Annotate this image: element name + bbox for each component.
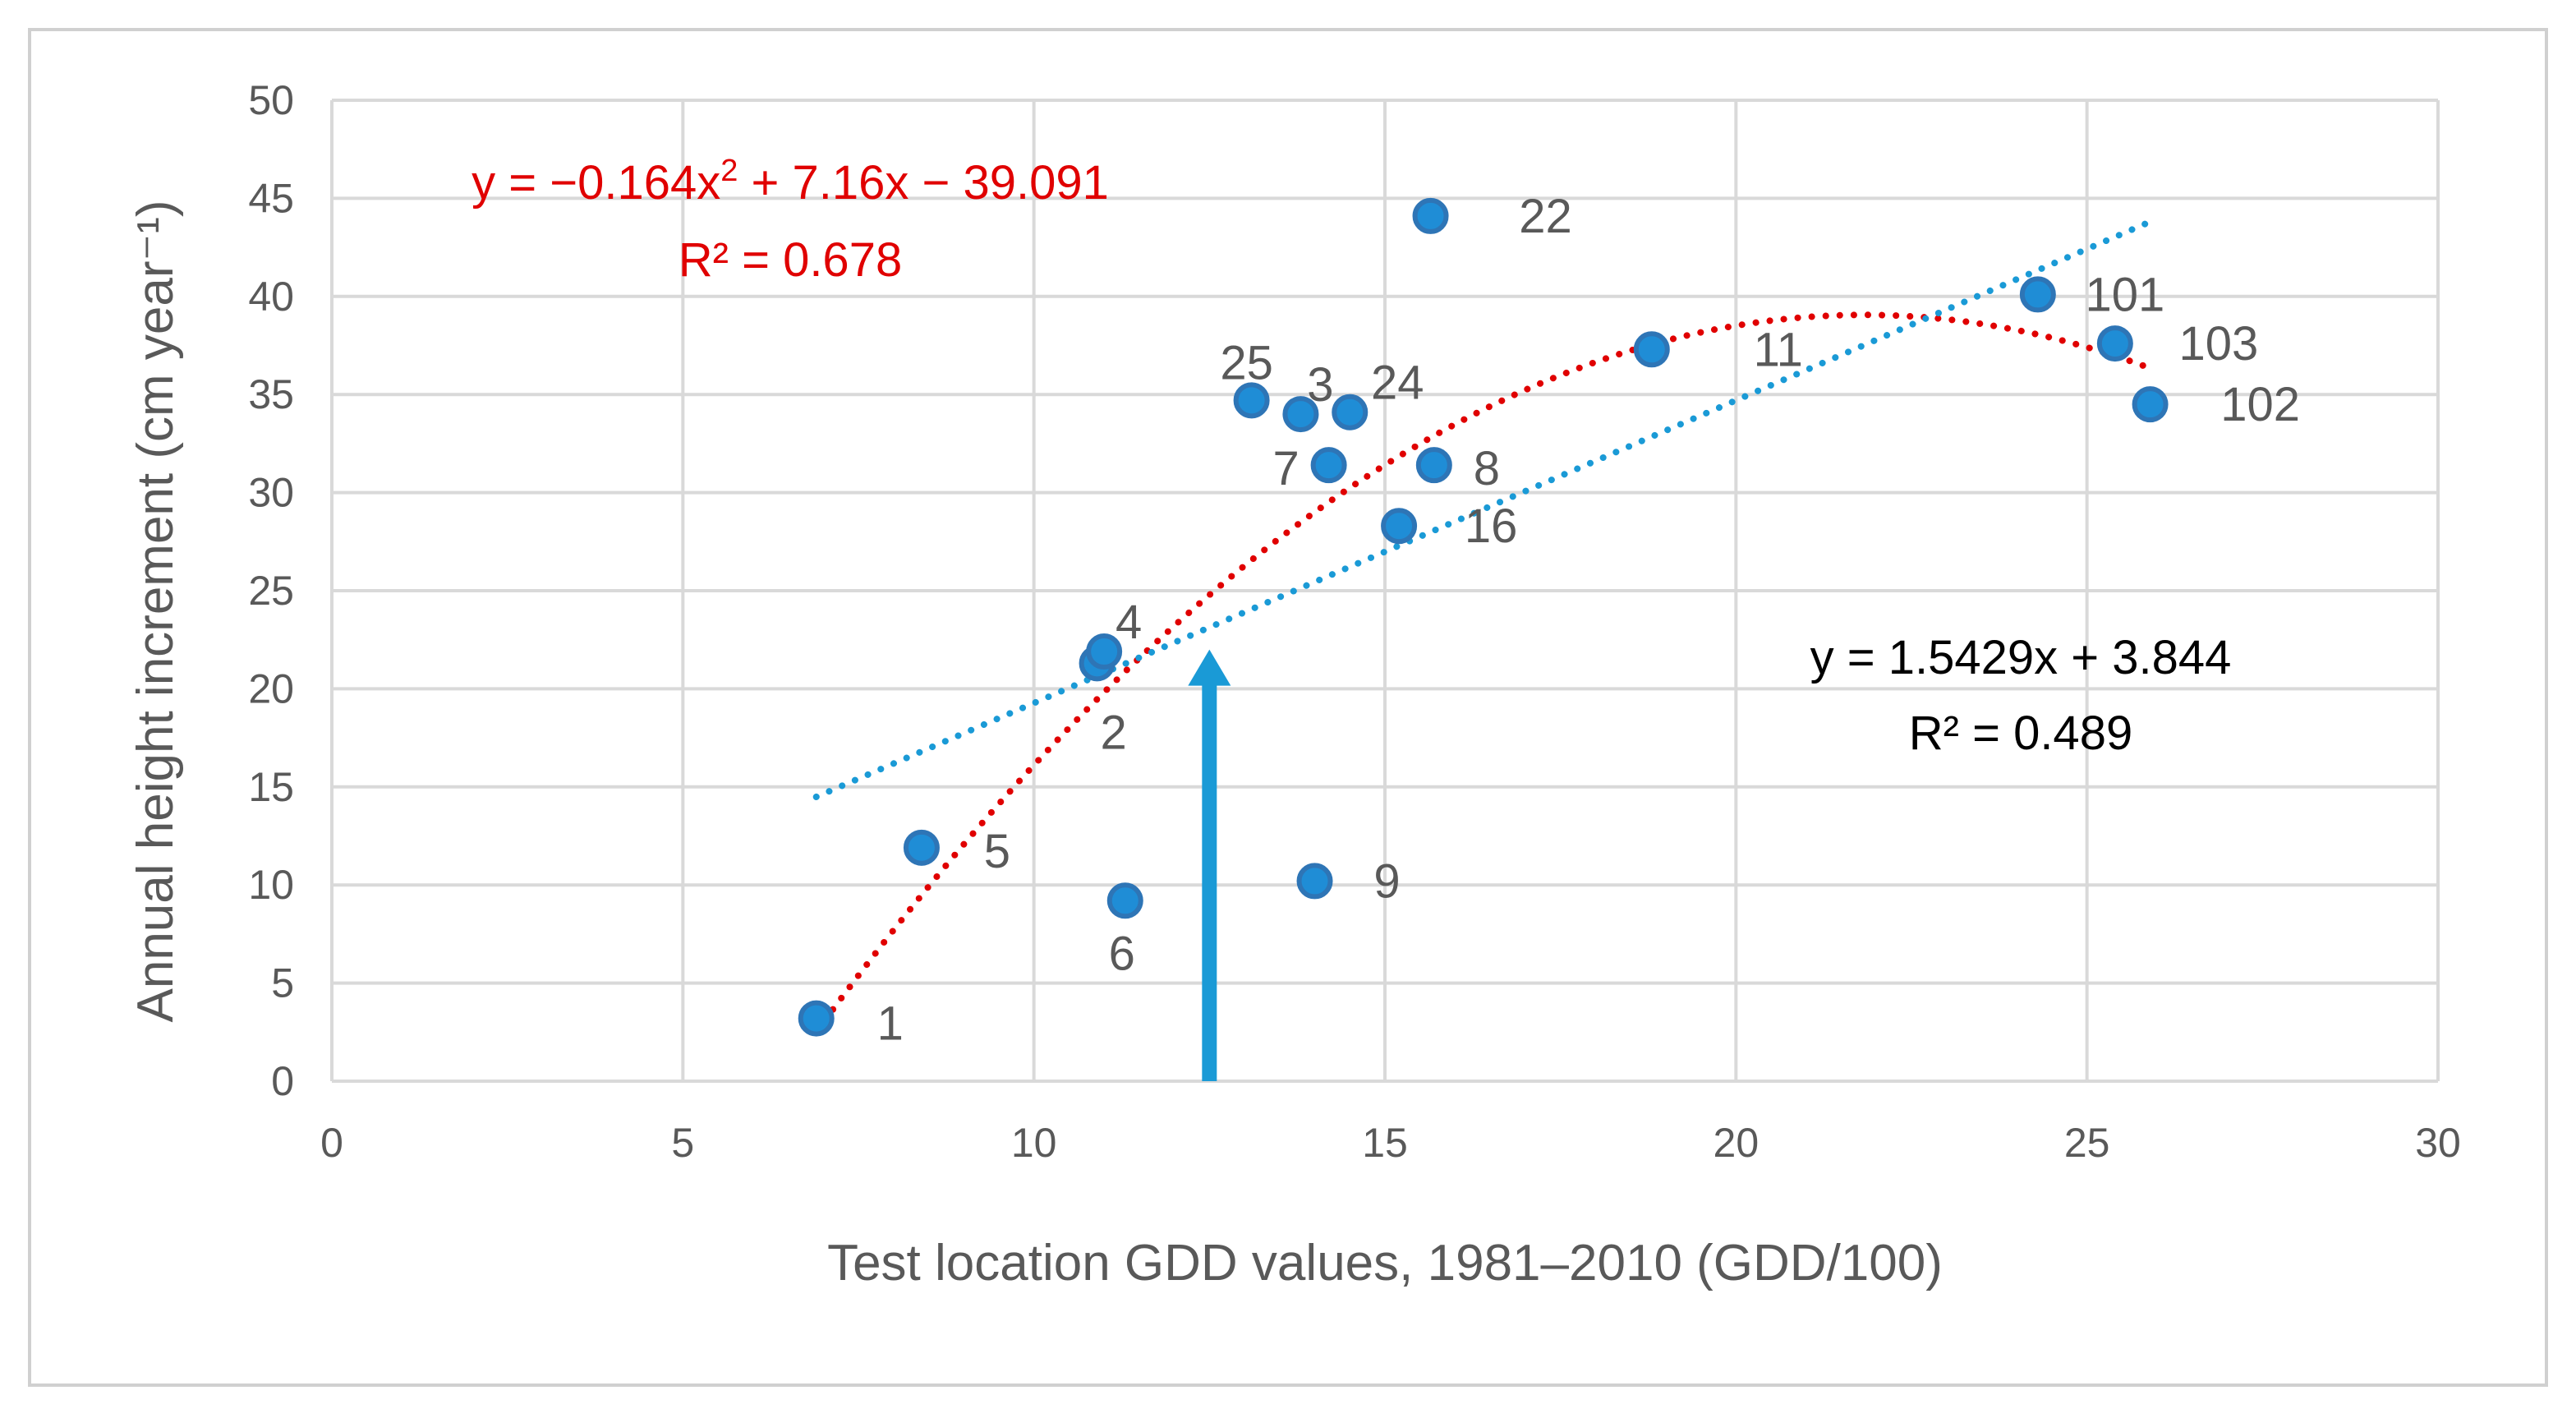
- point-label: 5: [984, 825, 1010, 878]
- data-point: [1310, 447, 1347, 484]
- quadratic-trendline: [812, 311, 2154, 1036]
- point-label: 25: [1220, 336, 1273, 389]
- data-point: [2096, 325, 2133, 362]
- y-tick-label: 30: [248, 470, 294, 516]
- point-label: 2: [1100, 706, 1126, 759]
- data-point: [2132, 386, 2169, 423]
- data-point: [1296, 863, 1333, 900]
- linear-trendline: [812, 218, 2154, 800]
- x-tick-label: 0: [320, 1120, 343, 1166]
- chart-frame: [28, 28, 2548, 1387]
- point-label: 22: [1519, 190, 1572, 243]
- point-label: 1: [877, 997, 904, 1051]
- marker-arrow: [1188, 649, 1231, 1081]
- x-tick-label: 20: [1714, 1120, 1760, 1166]
- point-label: 24: [1371, 357, 1424, 410]
- y-tick-label: 35: [248, 371, 294, 417]
- y-tick-label: 20: [248, 665, 294, 711]
- data-point: [798, 1000, 835, 1037]
- y-tick-label: 25: [248, 568, 294, 614]
- data-point: [1415, 447, 1452, 484]
- point-label: 8: [1474, 442, 1500, 495]
- data-point: [1332, 394, 1368, 430]
- x-axis-title: Test location GDD values, 1981–2010 (GDD…: [827, 1235, 1943, 1291]
- marker-arrow-head: [1188, 649, 1231, 686]
- point-label: 7: [1272, 442, 1299, 495]
- data-point: [1233, 382, 1270, 419]
- data-point: [1086, 633, 1123, 670]
- point-label: 4: [1116, 596, 1142, 649]
- data-points: [798, 197, 2169, 1037]
- data-point: [2019, 276, 2056, 313]
- x-tick-label: 15: [1362, 1120, 1408, 1166]
- y-tick-label: 50: [248, 77, 294, 123]
- point-label: 16: [1465, 500, 1518, 553]
- y-tick-label: 40: [248, 274, 294, 320]
- point-label: 9: [1373, 854, 1400, 908]
- quadratic-r2: R² = 0.678: [678, 233, 902, 287]
- trendlines: [812, 218, 2154, 1036]
- grid: [330, 99, 2440, 1083]
- point-label: 11: [1754, 323, 1803, 376]
- point-label: 101: [2085, 268, 2164, 321]
- x-tick-label: 5: [671, 1120, 694, 1166]
- point-label: 6: [1109, 927, 1135, 980]
- data-point: [1106, 882, 1143, 919]
- y-tick-label: 0: [271, 1058, 294, 1104]
- y-tick-label: 10: [248, 862, 294, 908]
- data-point: [903, 829, 940, 866]
- y-tick-label: 45: [248, 175, 294, 221]
- y-tick-label: 15: [248, 764, 294, 810]
- data-point: [1282, 396, 1319, 433]
- point-label: 102: [2220, 378, 2300, 431]
- x-tick-label: 30: [2415, 1120, 2461, 1166]
- linear-equation: y = 1.5429x + 3.844: [1810, 631, 2232, 684]
- y-tick-label: 5: [271, 960, 294, 1006]
- data-point: [1381, 508, 1418, 545]
- y-axis-title: Annual height increment (cm year⁻¹): [127, 200, 184, 1022]
- linear-r2: R² = 0.489: [1909, 707, 2132, 760]
- point-label: 103: [2178, 317, 2258, 371]
- x-tick-label: 25: [2064, 1120, 2110, 1166]
- point-label: 3: [1307, 358, 1333, 412]
- data-point: [1412, 197, 1449, 234]
- data-point: [1633, 331, 1670, 368]
- quadratic-equation: y = −0.164x2 + 7.16x − 39.091: [472, 154, 1109, 209]
- x-tick-label: 10: [1011, 1120, 1057, 1166]
